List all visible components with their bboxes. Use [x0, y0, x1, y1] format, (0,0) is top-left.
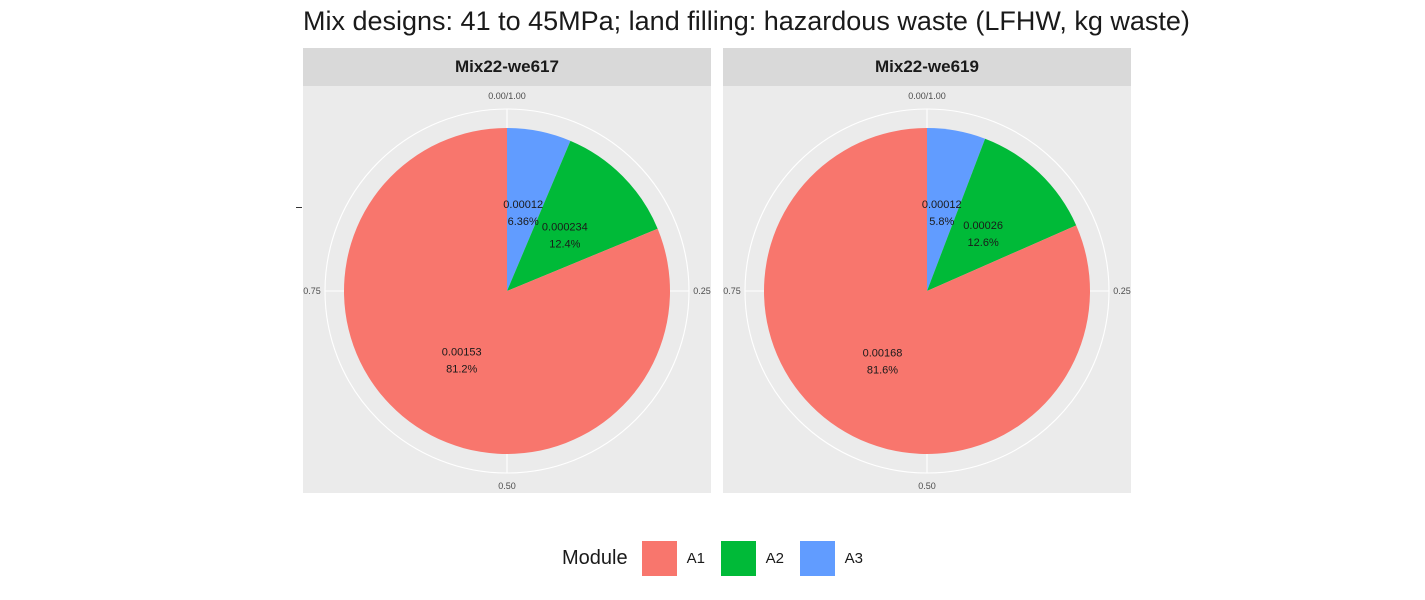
legend: Module A1 A2 A3	[562, 540, 879, 576]
theta-tick-label: 0.50	[918, 481, 936, 491]
slice-value-label: 0.00012	[503, 199, 543, 211]
legend-key-a1	[641, 540, 677, 576]
plot-area: 0.00012 5.8% 0.00026 12.6% 0.00168 81.6% 0.00/…	[723, 86, 1131, 493]
pie-chart-svg: 0.00012 6.36% 0.000234 12.4% 0.00153 81.2% 0.0…	[303, 91, 711, 491]
pie-slice-a2	[507, 140, 658, 291]
legend-title: Module	[562, 546, 628, 569]
pie-slice-a2	[927, 138, 1077, 291]
slice-percent-label: 12.4%	[549, 239, 580, 251]
slice-value-label: 0.00026	[963, 220, 1003, 232]
y-axis-tick	[296, 207, 302, 208]
slice-percent-label: 6.36%	[508, 216, 539, 228]
pie-slice-a1	[344, 128, 670, 454]
theta-tick-label: 0.75	[723, 286, 741, 296]
pie-slice-a3	[927, 128, 986, 291]
theta-tick-label: 0.75	[303, 286, 321, 296]
slice-percent-label: 81.6%	[867, 364, 898, 376]
theta-tick-label: 0.00/1.00	[488, 91, 526, 101]
slice-percent-label: 5.8%	[929, 216, 954, 228]
facet-strip-label: Mix22-we617	[303, 48, 711, 86]
legend-label-a3: A3	[844, 549, 863, 567]
theta-tick-label: 0.25	[693, 286, 711, 296]
slice-percent-label: 12.6%	[968, 237, 999, 249]
chart-title: Mix designs: 41 to 45MPa; land filling: …	[303, 6, 1190, 36]
legend-label-a1: A1	[686, 549, 705, 567]
slice-value-label: 0.000234	[542, 222, 588, 234]
theta-tick-label: 0.25	[1113, 286, 1131, 296]
theta-tick-label: 0.50	[498, 481, 516, 491]
slice-value-label: 0.00153	[442, 347, 482, 359]
legend-item-a3: A3	[799, 540, 869, 576]
legend-label-a2: A2	[765, 549, 784, 567]
slice-percent-label: 81.2%	[446, 364, 477, 376]
plot-area: 0.00012 6.36% 0.000234 12.4% 0.00153 81.2% 0.0…	[303, 86, 711, 493]
slice-value-label: 0.00012	[922, 199, 962, 211]
legend-key-a2	[720, 540, 756, 576]
facet-panel-mix22-we619: Mix22-we619 0.00012 5.8% 0.00026 12.6% 0.001…	[723, 48, 1131, 493]
pie-slice-a1	[764, 128, 1090, 455]
legend-key-a3	[799, 540, 835, 576]
slice-value-label: 0.00168	[863, 347, 903, 359]
theta-tick-label: 0.00/1.00	[908, 91, 946, 101]
pie-chart-svg: 0.00012 5.8% 0.00026 12.6% 0.00168 81.6% 0.00/…	[723, 91, 1131, 491]
facet-strip-label: Mix22-we619	[723, 48, 1131, 86]
facet-panel-mix22-we617: Mix22-we617 0.00012 6.36% 0.000234 12.4% 0.0…	[303, 48, 711, 493]
pie-slice-a3	[507, 128, 571, 291]
legend-item-a1: A1	[641, 540, 711, 576]
legend-item-a2: A2	[720, 540, 790, 576]
